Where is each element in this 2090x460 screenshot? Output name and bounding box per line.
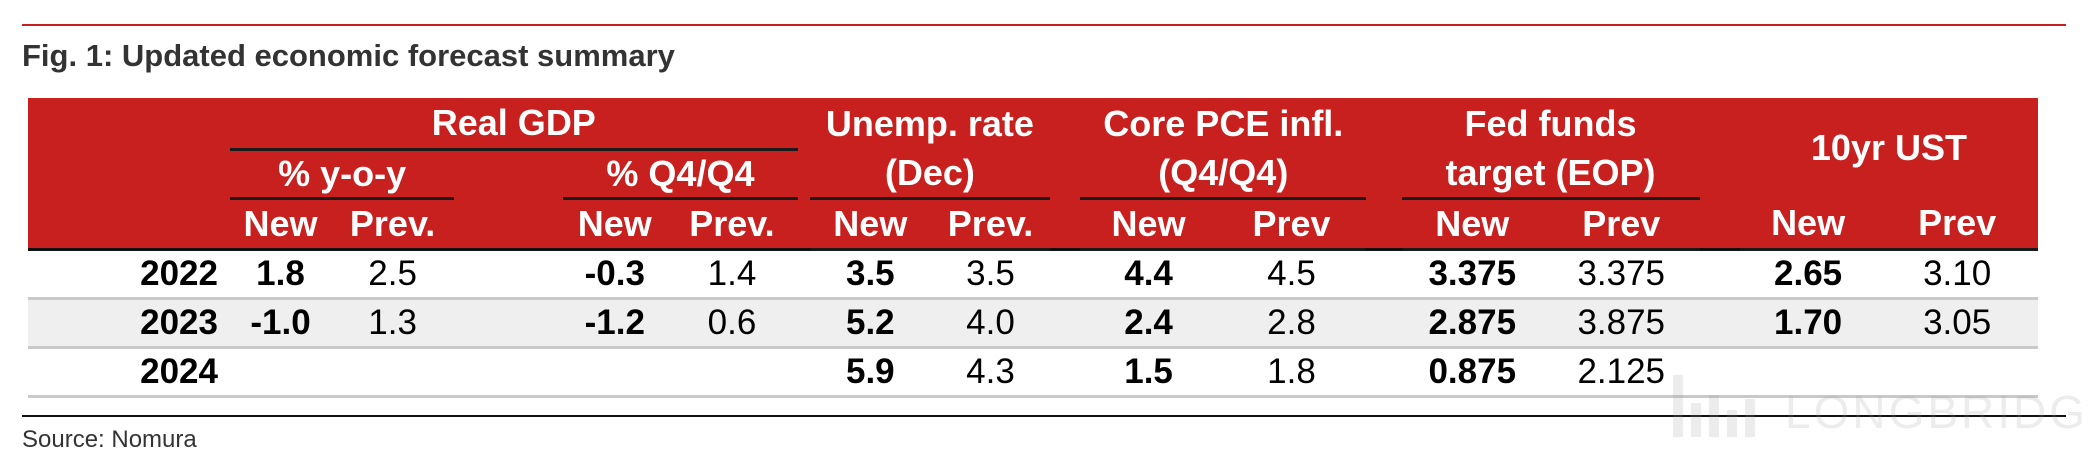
subheader-prev: Prev (1542, 198, 1700, 251)
bottom-rule (22, 415, 2066, 417)
subheader-new: New (1401, 198, 1543, 251)
cell-gdp-q4-prev (666, 347, 798, 398)
cell-gdp-q4-prev: 1.4 (666, 248, 798, 300)
real-gdp-header: Real GDP (230, 98, 798, 151)
cell-gdp-yoy-prev (331, 347, 455, 398)
cell-fed-prev: 3.875 (1542, 298, 1700, 349)
cell-gdp-yoy-prev: 2.5 (331, 248, 455, 300)
fed-header-line2: target (EOP) (1401, 149, 1700, 200)
subheader-new: New (230, 198, 331, 250)
header-row-2: % y-o-y % Q4/Q4 (Dec) (Q4/Q4) target (EO… (28, 149, 2038, 200)
subheader-new: New (563, 198, 667, 250)
cell-gdp-q4-new: -1.2 (563, 298, 667, 349)
cell-unemp-prev: 4.0 (930, 298, 1051, 349)
cell-ust-new (1739, 347, 1877, 398)
unemp-header-line2: (Dec) (809, 149, 1051, 200)
cell-gdp-yoy-new: 1.8 (230, 248, 331, 300)
header-row-1: Real GDP Unemp. rate Core PCE infl. Fed … (28, 98, 2038, 199)
cell-gdp-yoy-new (230, 347, 331, 398)
watermark: LONGBRIDGE (1665, 355, 2090, 440)
source-note: Source: Nomura (22, 426, 197, 453)
cell-gdp-yoy-new: -1.0 (230, 298, 331, 349)
q4q4-header: % Q4/Q4 (563, 149, 798, 200)
cell-unemp-new: 5.9 (809, 347, 931, 398)
cell-ust-new: 2.65 (1739, 248, 1877, 300)
cell-gdp-q4-new (563, 347, 667, 398)
cell-unemp-prev: 3.5 (930, 248, 1051, 300)
subheader-new: New (1080, 198, 1217, 251)
subheader-prev: Prev (1876, 198, 2038, 251)
cell-pce-prev: 2.8 (1216, 298, 1367, 349)
cell-unemp-new: 5.2 (809, 298, 931, 349)
fed-header-line1: Fed funds (1401, 98, 1700, 150)
watermark-text: LONGBRIDGE (1785, 386, 2090, 438)
header-row-3: New Prev. New Prev. New Prev. New Prev N… (28, 198, 2038, 251)
figure-title: Fig. 1: Updated economic forecast summar… (22, 38, 675, 73)
cell-fed-new: 3.375 (1401, 248, 1543, 300)
row-year: 2022 (28, 248, 230, 300)
row-year: 2023 (28, 298, 230, 349)
row-year: 2024 (28, 347, 230, 398)
cell-fed-new: 2.875 (1401, 298, 1543, 349)
cell-pce-new: 4.4 (1080, 248, 1217, 300)
subheader-prev: Prev. (331, 198, 455, 250)
table-row: 2022 1.8 2.5 -0.3 1.4 3.5 3.5 4.4 4.5 3.… (28, 248, 2038, 300)
watermark-logo-icon (1673, 375, 1755, 437)
pce-header-line1: Core PCE infl. (1080, 98, 1367, 150)
subheader-prev: Prev. (930, 198, 1051, 251)
yoy-header: % y-o-y (230, 149, 455, 200)
table-row: 2024 5.9 4.3 1.5 1.8 0.875 2.125 (28, 347, 2038, 398)
cell-fed-prev: 2.125 (1542, 347, 1700, 398)
cell-ust-prev: 3.10 (1876, 248, 2038, 300)
cell-unemp-prev: 4.3 (930, 347, 1051, 398)
table-row: 2023 -1.0 1.3 -1.2 0.6 5.2 4.0 2.4 2.8 2… (28, 298, 2038, 349)
subheader-prev: Prev (1216, 198, 1367, 251)
cell-gdp-q4-prev: 0.6 (666, 298, 798, 349)
top-rule (22, 24, 2066, 26)
cell-pce-new: 2.4 (1080, 298, 1217, 349)
forecast-table-container: Real GDP Unemp. rate Core PCE infl. Fed … (28, 98, 2038, 398)
cell-gdp-yoy-prev: 1.3 (331, 298, 455, 349)
subheader-new: New (1739, 198, 1877, 251)
cell-ust-new: 1.70 (1739, 298, 1877, 349)
cell-gdp-q4-new: -0.3 (563, 248, 667, 300)
unemp-header-line1: Unemp. rate (809, 98, 1051, 150)
cell-pce-new: 1.5 (1080, 347, 1217, 398)
cell-ust-prev: 3.05 (1876, 298, 2038, 349)
cell-pce-prev: 4.5 (1216, 248, 1367, 300)
cell-fed-prev: 3.375 (1542, 248, 1700, 300)
pce-header-line2: (Q4/Q4) (1080, 149, 1367, 200)
subheader-prev: Prev. (666, 198, 798, 250)
ust-header: 10yr UST (1739, 98, 2038, 199)
subheader-new: New (809, 198, 931, 251)
cell-ust-prev (1876, 347, 2038, 398)
forecast-table: Real GDP Unemp. rate Core PCE infl. Fed … (28, 98, 2038, 398)
cell-unemp-new: 3.5 (809, 248, 931, 300)
cell-pce-prev: 1.8 (1216, 347, 1367, 398)
cell-fed-new: 0.875 (1401, 347, 1543, 398)
